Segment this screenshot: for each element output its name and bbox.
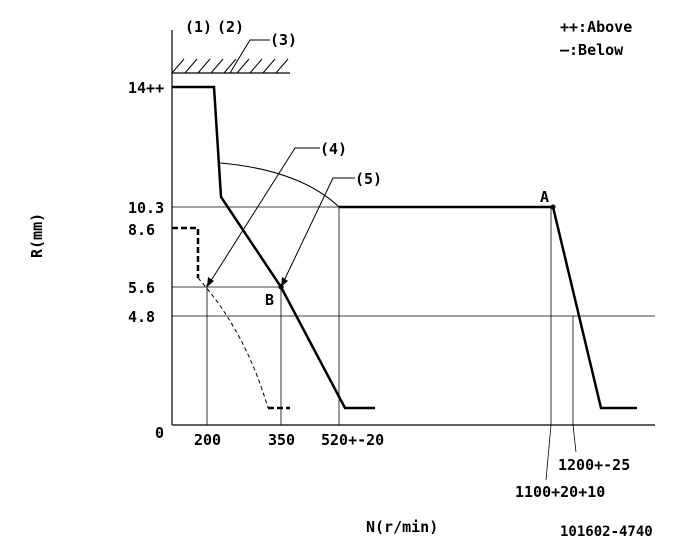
callout-2: (2)	[217, 18, 244, 36]
legend-below: —:Below	[560, 41, 624, 59]
upper-stop-hatching	[171, 58, 290, 74]
x-tick-200: 200	[194, 431, 221, 449]
x-tick-1100: 1100+20+10	[515, 483, 605, 501]
y-tick-4-8: 4.8	[128, 308, 155, 326]
series-dashed-line	[172, 226, 200, 278]
y-tick-14: 14++	[128, 79, 164, 97]
callout-4-leader	[206, 147, 320, 288]
callout-3: (3)	[270, 31, 297, 49]
series-solid-line	[172, 85, 375, 410]
callout-1: (1)	[185, 18, 212, 36]
x-tick-1200: 1200+-25	[558, 456, 630, 474]
y-tick-0: 0	[155, 424, 164, 442]
point-a-label: A	[540, 188, 549, 206]
point-a-marker	[550, 204, 556, 210]
callout-5-arrowhead	[281, 277, 288, 287]
x-axis-title: N(r/min)	[366, 518, 438, 536]
y-axis-title: R(mm)	[28, 213, 46, 258]
governor-arc	[219, 162, 340, 208]
legend-above: ++:Above	[560, 18, 632, 36]
tick-1200-leader	[572, 424, 577, 453]
series-dashed-curve	[197, 277, 269, 409]
callout-5-leader	[280, 177, 355, 288]
y-tick-5-6: 5.6	[128, 279, 155, 297]
callout-4-arrowhead	[207, 277, 214, 287]
y-tick-8-6: 8.6	[128, 221, 155, 239]
x-tick-350: 350	[268, 431, 295, 449]
figure-id: 101602-4740	[560, 524, 653, 540]
point-b-label: B	[265, 291, 274, 309]
callout-4: (4)	[320, 140, 347, 158]
x-tick-520: 520+-20	[321, 431, 384, 449]
callout-5: (5)	[355, 170, 382, 188]
y-tick-10-3: 10.3	[128, 199, 164, 217]
series-solid-drop	[551, 206, 637, 410]
callout-3-leader	[229, 39, 270, 74]
tick-1100-leader	[545, 424, 552, 481]
